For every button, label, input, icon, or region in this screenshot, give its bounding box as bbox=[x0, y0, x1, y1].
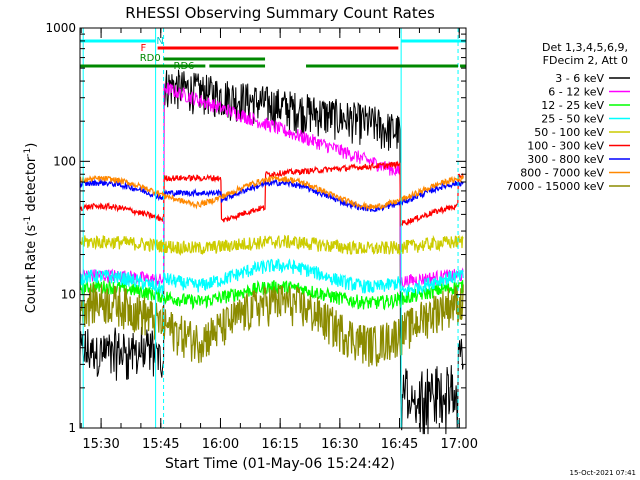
legend-label-3: 25 - 50 keV bbox=[541, 113, 604, 126]
flag-label-n: N bbox=[156, 36, 163, 47]
legend-header-line-2: FDecim 2, Att 0 bbox=[543, 54, 628, 67]
series-line-4 bbox=[79, 234, 464, 256]
series-line-8 bbox=[79, 282, 464, 367]
flag-label-rd6: RD6 bbox=[174, 61, 195, 72]
y-tick-label-2: 100 bbox=[53, 154, 76, 168]
axes-layer: 1 10 100 1000 15:30 15:45 16:00 16:15 16:30 16:45… bbox=[45, 21, 478, 452]
y-tick-label-0: 1 bbox=[68, 421, 76, 435]
ylabel-sup1: -1 bbox=[23, 216, 33, 225]
legend-label-1: 6 - 12 keV bbox=[548, 86, 604, 99]
legend-label-2: 12 - 25 keV bbox=[541, 99, 604, 112]
series-line-6 bbox=[79, 178, 464, 213]
y-axis-label: Count Rate (s-1 detector-1) bbox=[23, 143, 39, 314]
series-line-1 bbox=[79, 82, 464, 289]
series-line-0 bbox=[79, 69, 464, 435]
y-tick-label-3: 1000 bbox=[45, 21, 76, 35]
ylabel-main: Count Rate (s bbox=[24, 225, 39, 314]
flag-label-f: F bbox=[140, 43, 146, 54]
x-axis-label: Start Time (01-May-06 15:24:42) bbox=[165, 456, 395, 472]
legend-label-8: 7000 - 15000 keV bbox=[506, 180, 604, 193]
x-tick-label-5: 16:45 bbox=[381, 437, 418, 452]
x-tick-label-3: 16:15 bbox=[261, 437, 298, 452]
legend-header-line-1: Det 1,3,4,5,6,9, bbox=[542, 41, 628, 54]
chart-title: RHESSI Observing Summary Count Rates bbox=[125, 4, 435, 22]
timestamp: 15-Oct-2021 07:41 bbox=[570, 469, 636, 477]
legend-label-0: 3 - 6 keV bbox=[555, 72, 604, 85]
legend-label-6: 300 - 800 keV bbox=[527, 153, 604, 166]
legend-label-7: 800 - 7000 keV bbox=[520, 167, 604, 180]
series-line-3 bbox=[79, 258, 464, 296]
series-line-5 bbox=[79, 160, 464, 227]
y-tick-label-1: 10 bbox=[61, 288, 76, 302]
series-line-7 bbox=[79, 174, 464, 211]
plot-frame bbox=[79, 27, 467, 429]
x-tick-label-1: 15:45 bbox=[142, 437, 179, 452]
x-tick-label-4: 16:30 bbox=[321, 437, 358, 452]
x-tick-label-0: 15:30 bbox=[82, 437, 119, 452]
ylabel-sup2: -1 bbox=[23, 148, 33, 157]
flag-label-rd0: RD0 bbox=[140, 53, 161, 64]
ylabel-end: ) bbox=[24, 143, 39, 148]
x-tick-label-6: 17:00 bbox=[441, 437, 478, 452]
legend-label-5: 100 - 300 keV bbox=[527, 140, 604, 153]
ylabel-mid: detector bbox=[24, 156, 39, 216]
legend-label-4: 50 - 100 keV bbox=[534, 126, 604, 139]
x-tick-label-2: 16:00 bbox=[202, 437, 239, 452]
